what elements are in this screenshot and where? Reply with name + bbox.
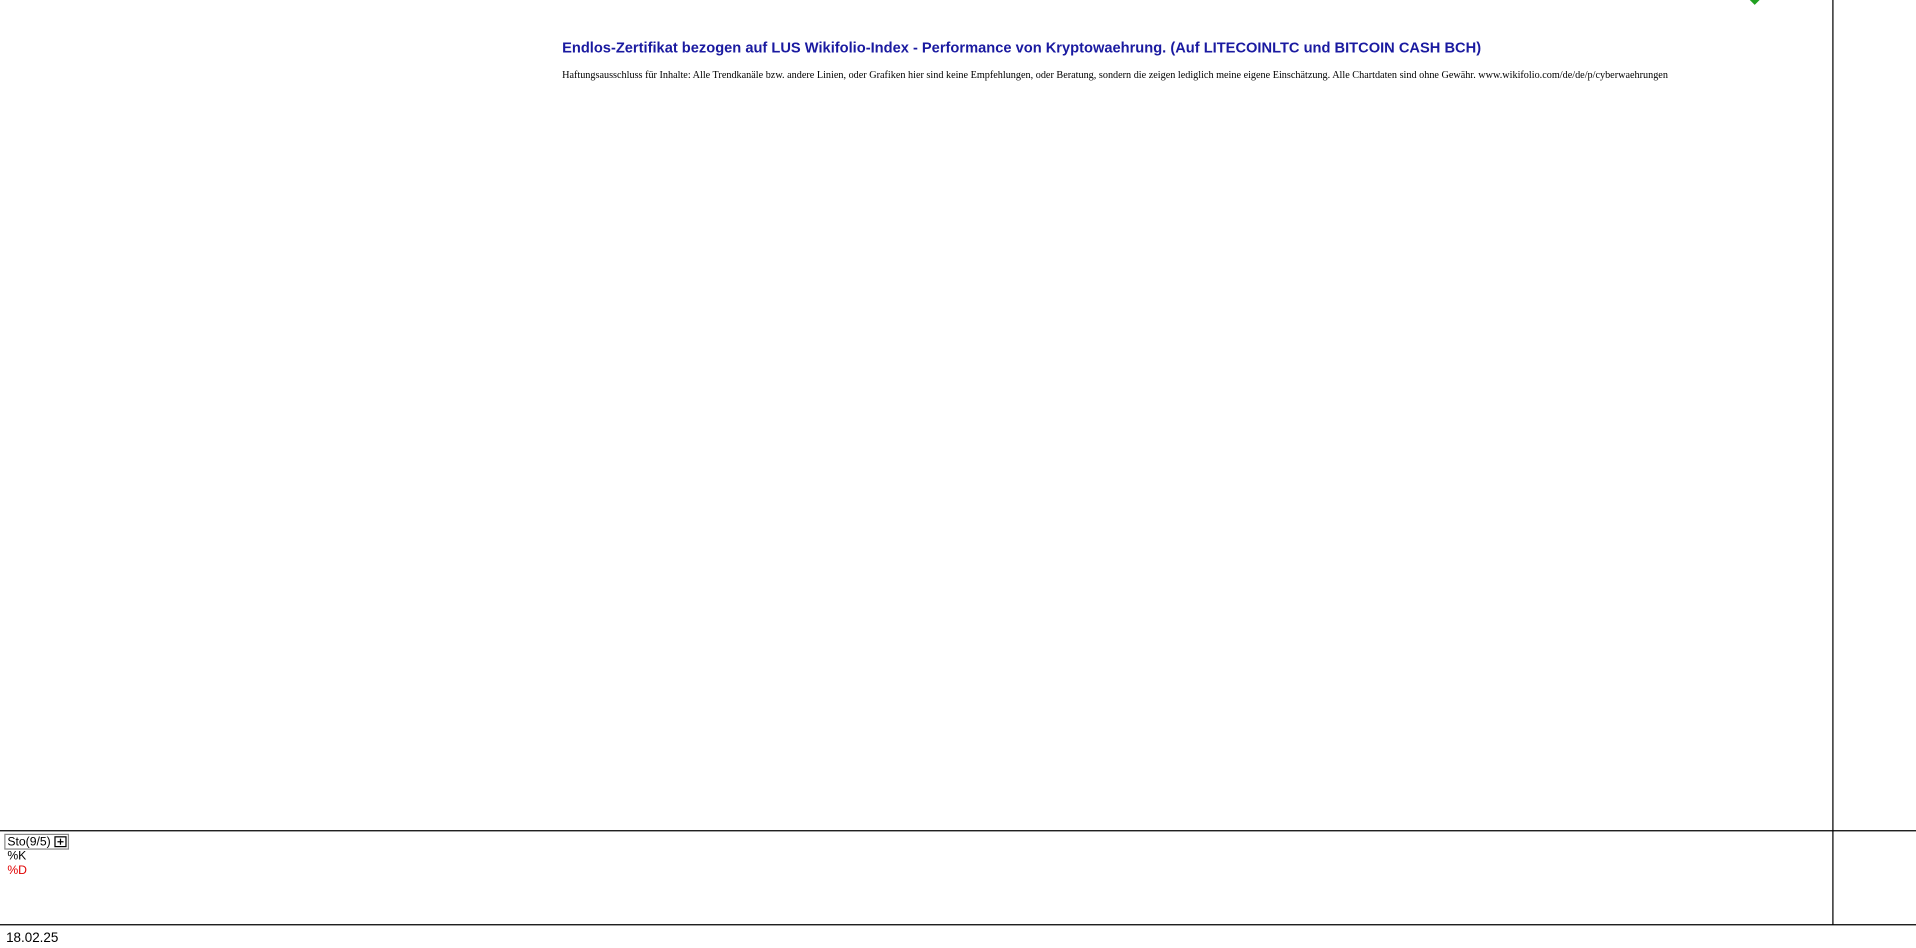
date-label: 18.02.25 [6,930,58,945]
marker [1749,0,1760,5]
legend-k: %K [7,849,26,863]
chart-subtitle: Haftungsausschluss für Inhalte: Alle Tre… [562,70,1669,81]
indicator-box [4,833,70,850]
chart-title: Endlos-Zertifikat bezogen auf LUS Wikifo… [562,41,1481,57]
legend-d: %D [7,863,27,877]
expand-icon [57,838,64,845]
indicator-title: Sto(9/5) [7,835,50,849]
